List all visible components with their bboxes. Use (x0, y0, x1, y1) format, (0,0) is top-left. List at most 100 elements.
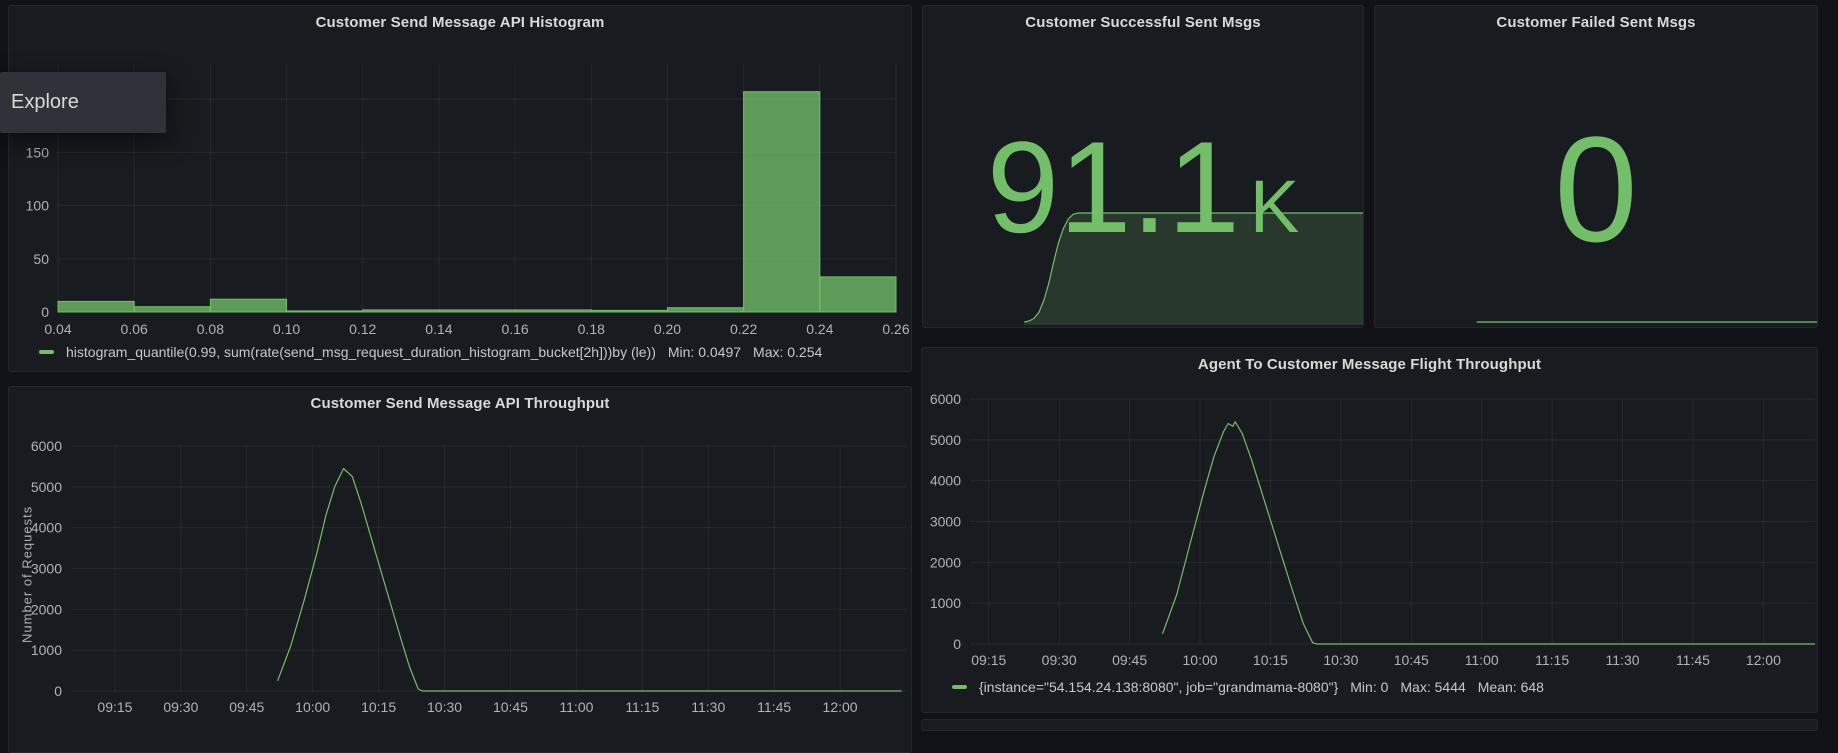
x-axis-tick-label: 10:45 (493, 699, 528, 715)
y-axis-tick-label: 5000 (31, 479, 62, 495)
x-axis-tick-label: 10:45 (1394, 652, 1429, 668)
x-axis-tick-label: 09:30 (163, 699, 198, 715)
x-axis-tick-label: 09:15 (971, 652, 1006, 668)
x-axis-tick-label: 09:45 (1112, 652, 1147, 668)
x-axis-tick-label: 12:00 (1746, 652, 1781, 668)
x-axis-tick-label: 0.26 (882, 321, 909, 337)
legend-min-stat: Min: 0 (1350, 679, 1389, 695)
panel-histogram: Customer Send Message API Histogram 0 50 1… (8, 5, 912, 372)
x-axis-tick-label: 10:30 (427, 699, 462, 715)
x-axis-tick-label: 11:30 (691, 699, 725, 715)
agent-chart[interactable]: 0 1000 2000 3000 4000 5000 6000 09:15 09:30 09:45… (922, 348, 1817, 712)
x-axis-tick-label: 11:00 (1465, 652, 1499, 668)
histogram-bar (362, 309, 440, 313)
y-axis-tick-label: 100 (26, 198, 50, 214)
y-axis-tick-label: 3000 (31, 561, 62, 577)
histogram-bar (743, 91, 821, 313)
panel-title-agent[interactable]: Agent To Customer Message Flight Through… (1197, 356, 1542, 373)
series-line (277, 467, 902, 692)
histogram-bar (514, 309, 592, 313)
x-axis-tick-label: 09:45 (229, 699, 264, 715)
y-axis-tick-label: 1000 (31, 642, 62, 658)
x-axis-tick-label: 0.12 (349, 321, 376, 337)
panel-agent: Agent To Customer Message Flight Through… (921, 347, 1818, 713)
series-line (1161, 421, 1815, 645)
x-axis-tick-label: 0.10 (273, 321, 300, 337)
panel-title-throughput[interactable]: Customer Send Message API Throughput (310, 395, 610, 412)
histogram-bar (133, 306, 211, 313)
legend-color-swatch (952, 685, 967, 689)
histogram-chart[interactable]: 0501001502000.040.060.080.100.120.140.16… (9, 6, 911, 371)
x-axis-tick-label: 11:15 (625, 699, 659, 715)
panel-throughput: Customer Send Message API Throughput Num… (8, 386, 912, 753)
menu-item-explore[interactable]: Explore (0, 72, 166, 133)
grafana-dashboard: { "colors":{ "green":"#73BF69", "bar_fil… (0, 5, 1818, 753)
stat-unit-suffix: K (1249, 165, 1300, 248)
x-axis-tick-label: 11:15 (1535, 652, 1569, 668)
x-axis-tick-label: 0.08 (197, 321, 224, 337)
sparkline-line (1024, 212, 1363, 323)
explore-label: Explore (11, 91, 79, 113)
y-axis-tick-label: 2000 (930, 554, 961, 570)
stat-value-success: 91.1 K (923, 122, 1363, 252)
x-axis-tick-label: 09:15 (97, 699, 132, 715)
y-axis-tick-label: 0 (41, 304, 49, 320)
histogram-bar (209, 298, 288, 313)
histogram-bar (57, 300, 135, 313)
sparkline-chart-failed (1476, 321, 1817, 323)
legend-histogram: histogram_quantile(0.99, sum(rate(send_m… (39, 344, 822, 360)
y-axis-tick-label: 50 (33, 251, 49, 267)
y-axis-label: Number of Requests (19, 505, 35, 644)
x-axis-tick-label: 0.04 (44, 321, 71, 337)
y-axis-tick-label: 2000 (31, 601, 62, 617)
y-axis-tick-label: 5000 (930, 432, 961, 448)
y-axis-tick-label: 3000 (930, 514, 961, 530)
histogram-bar (286, 310, 364, 313)
x-axis-tick-label: 0.06 (121, 321, 148, 337)
histogram-bar (819, 276, 897, 313)
panel-title-stat-failed[interactable]: Customer Failed Sent Msgs (1496, 14, 1696, 31)
sparkline-chart-success (1024, 212, 1363, 325)
x-axis-tick-label: 0.20 (654, 321, 681, 337)
x-axis-tick-label: 10:15 (361, 699, 396, 715)
x-axis-tick-label: 10:30 (1323, 652, 1358, 668)
panel-stat-success: Customer Successful Sent Msgs 91.1 K (922, 5, 1364, 328)
legend-max-stat: Max: 0.254 (753, 344, 823, 360)
y-axis-tick-label: 6000 (930, 391, 961, 407)
x-axis-tick-label: 11:00 (559, 699, 593, 715)
x-axis-tick-label: 0.24 (806, 321, 833, 337)
panel-title-stat-success[interactable]: Customer Successful Sent Msgs (1025, 14, 1261, 31)
x-axis-tick-label: 10:00 (1183, 652, 1218, 668)
y-axis-tick-label: 4000 (930, 473, 961, 489)
sparkline-area (1024, 213, 1363, 325)
stat-value-failed: 0 (1554, 105, 1638, 273)
throughput-chart[interactable]: 0 1000 2000 3000 4000 5000 6000 09:15 09:30 09:45… (9, 387, 911, 752)
panel-title-histogram[interactable]: Customer Send Message API Histogram (315, 14, 605, 31)
x-axis-tick-label: 0.16 (501, 321, 528, 337)
legend-agent: {instance="54.154.24.138:8080", job="gra… (952, 679, 1544, 695)
legend-min-stat: Min: 0.0497 (667, 344, 742, 360)
y-axis-tick-label: 6000 (31, 438, 62, 454)
x-axis-tick-label: 0.22 (730, 321, 757, 337)
histogram-bar (438, 309, 516, 313)
legend-series-label[interactable]: {instance="54.154.24.138:8080", job="gra… (979, 679, 1339, 695)
y-axis-tick-label: 4000 (31, 520, 62, 536)
y-axis-tick-label: 0 (54, 683, 62, 699)
x-axis-tick-label: 12:00 (823, 699, 858, 715)
x-axis-tick-label: 11:45 (1676, 652, 1710, 668)
legend-mean-stat: Mean: 648 (1477, 679, 1544, 695)
legend-color-swatch (39, 350, 54, 354)
panel-stat-failed: Customer Failed Sent Msgs 0 (1374, 5, 1818, 328)
x-axis-tick-label: 10:15 (1253, 652, 1288, 668)
histogram-bar (590, 309, 668, 313)
x-axis-tick-label: 0.14 (425, 321, 452, 337)
x-axis-tick-label: 0.18 (578, 321, 605, 337)
y-axis-tick-label: 1000 (930, 595, 961, 611)
panel-partial-next-row (921, 719, 1818, 731)
legend-max-stat: Max: 5444 (1400, 679, 1466, 695)
x-axis-tick-label: 11:45 (757, 699, 791, 715)
y-axis-tick-label: 0 (953, 636, 961, 652)
legend-series-label[interactable]: histogram_quantile(0.99, sum(rate(send_m… (66, 344, 656, 360)
y-axis-tick-label: 150 (26, 144, 50, 160)
histogram-bar (667, 307, 745, 313)
